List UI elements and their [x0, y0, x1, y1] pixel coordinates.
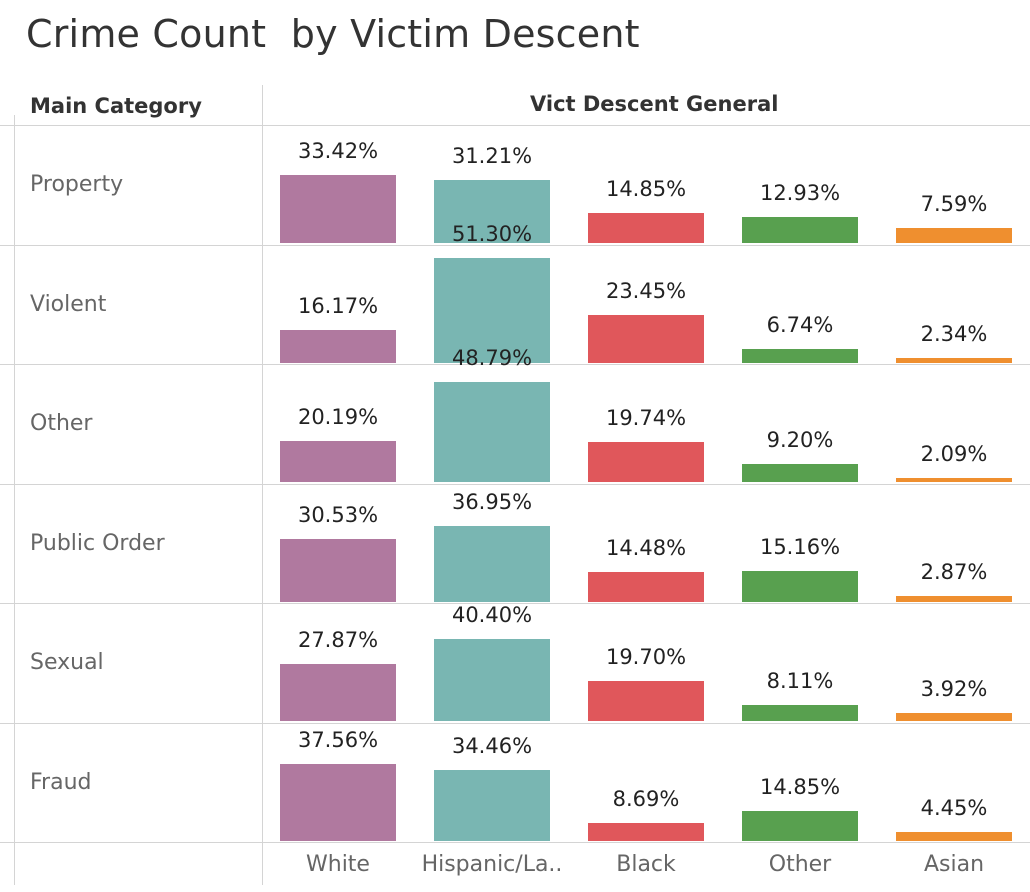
- bar-value-label: 14.85%: [759, 774, 841, 799]
- bar-fraud-asian: [896, 831, 1012, 841]
- bar-value-label: 3.92%: [920, 677, 988, 702]
- x-axis-label-hispanic-la-: Hispanic/La..: [421, 852, 563, 877]
- bar-property-other: [742, 216, 858, 244]
- bar-value-label: 40.40%: [451, 602, 533, 627]
- bar-sexual-asian: [896, 713, 1012, 722]
- bar-value-label: 30.53%: [297, 503, 379, 528]
- row-divider: [0, 842, 1030, 843]
- bar-other-asian: [896, 478, 1012, 483]
- row-label-violent: Violent: [30, 291, 107, 317]
- bar-other-white: [280, 441, 396, 483]
- bar-public-order-black: [588, 572, 704, 602]
- x-axis-label-other: Other: [768, 852, 832, 877]
- bar-other-hispanic-la-: [434, 382, 550, 483]
- bar-value-label: 8.69%: [612, 787, 680, 812]
- bar-value-label: 31.21%: [451, 143, 533, 168]
- bar-value-label: 37.56%: [297, 728, 379, 752]
- bar-fraud-other: [742, 810, 858, 841]
- column-dimension-header: Vict Descent General: [530, 92, 779, 116]
- bar-other-black: [588, 442, 704, 483]
- bar-value-label: 51.30%: [451, 221, 533, 246]
- row-label-public-order: Public Order: [30, 530, 165, 556]
- bar-violent-white: [280, 329, 396, 363]
- row-header-divider: [262, 85, 263, 885]
- bar-fraud-white: [280, 764, 396, 841]
- bar-value-label: 14.48%: [605, 536, 687, 561]
- bar-value-label: 48.79%: [451, 346, 533, 371]
- bar-property-white: [280, 174, 396, 244]
- bar-fraud-hispanic-la-: [434, 770, 550, 841]
- row-label-property: Property: [30, 172, 124, 197]
- row-label-fraud: Fraud: [30, 769, 92, 795]
- bar-value-label: 8.11%: [766, 668, 834, 693]
- bar-value-label: 15.16%: [759, 534, 841, 559]
- row-dimension-header: Main Category: [30, 94, 202, 118]
- bar-value-label: 36.95%: [451, 490, 533, 515]
- bar-public-order-other: [742, 570, 858, 602]
- bar-value-label: 19.74%: [605, 406, 687, 431]
- bar-property-asian: [896, 227, 1012, 244]
- bar-sexual-black: [588, 681, 704, 722]
- bar-sexual-other: [742, 704, 858, 722]
- bar-property-hispanic-la-: [434, 179, 550, 244]
- header-divider: [0, 125, 1030, 126]
- bar-value-label: 19.70%: [605, 645, 687, 670]
- bar-public-order-asian: [896, 596, 1012, 602]
- bar-value-label: 14.85%: [605, 177, 687, 202]
- bar-violent-other: [742, 349, 858, 363]
- bar-public-order-white: [280, 539, 396, 602]
- bar-violent-hispanic-la-: [434, 257, 550, 363]
- x-axis-label-white: White: [306, 852, 370, 877]
- bar-value-label: 27.87%: [297, 628, 379, 653]
- bar-value-label: 2.09%: [920, 442, 988, 467]
- row-label-other: Other: [30, 411, 93, 436]
- bar-public-order-hispanic-la-: [434, 526, 550, 602]
- bar-fraud-black: [588, 823, 704, 841]
- bar-value-label: 23.45%: [605, 278, 687, 303]
- bar-violent-asian: [896, 358, 1012, 363]
- bar-value-label: 33.42%: [297, 138, 379, 163]
- bar-property-black: [588, 213, 704, 244]
- row-label-sexual: Sexual: [30, 650, 104, 675]
- bar-other-other: [742, 463, 858, 483]
- row-divider: [0, 244, 1030, 246]
- row-divider: [0, 722, 1030, 724]
- x-axis-label-asian: Asian: [923, 852, 985, 877]
- bar-value-label: 4.45%: [920, 795, 988, 820]
- bar-value-label: 2.87%: [920, 560, 988, 585]
- x-axis-label-black: Black: [616, 852, 676, 877]
- chart-title: Crime Count by Victim Descent: [26, 12, 640, 56]
- bar-value-label: 7.59%: [920, 191, 988, 216]
- row-divider: [0, 603, 1030, 604]
- row-divider: [0, 364, 1030, 365]
- left-border: [14, 115, 15, 885]
- row-divider: [0, 483, 1030, 485]
- bar-value-label: 12.93%: [759, 180, 841, 205]
- bar-value-label: 2.34%: [920, 322, 988, 347]
- bar-violent-black: [588, 314, 704, 363]
- bar-sexual-white: [280, 664, 396, 722]
- bar-sexual-hispanic-la-: [434, 638, 550, 722]
- bar-value-label: 34.46%: [451, 734, 533, 759]
- bar-value-label: 20.19%: [297, 405, 379, 430]
- bar-value-label: 16.17%: [297, 293, 379, 318]
- bar-value-label: 6.74%: [766, 313, 834, 338]
- bar-value-label: 9.20%: [766, 427, 834, 452]
